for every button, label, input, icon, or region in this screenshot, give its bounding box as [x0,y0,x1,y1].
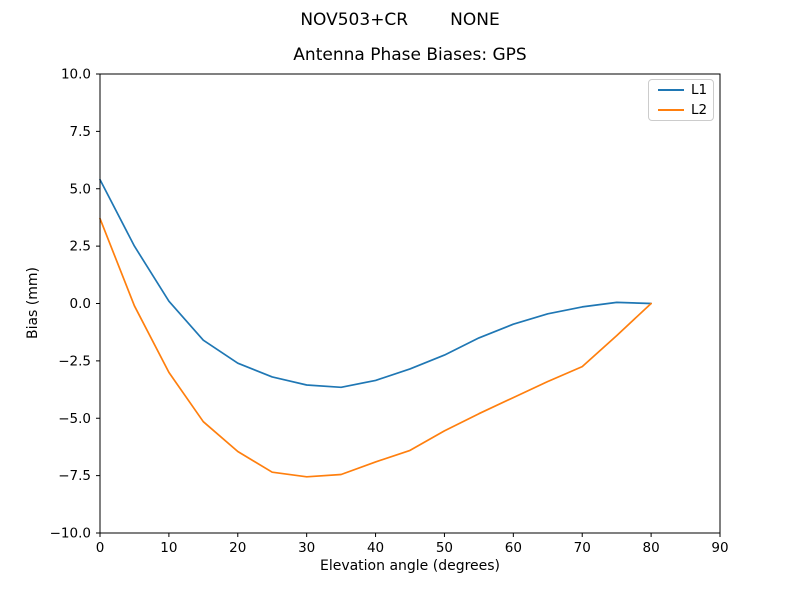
legend-label-l1: L1 [691,82,708,98]
axes-title: Antenna Phase Biases: GPS [293,45,527,65]
legend-item-l2: L2 [649,101,713,119]
svg-text:−2.5: −2.5 [58,353,91,369]
svg-text:70: 70 [574,540,591,556]
svg-text:2.5: 2.5 [70,239,91,255]
figure-title-radome: NONE [450,10,500,30]
legend: L1 L2 [648,79,714,121]
svg-text:0.0: 0.0 [70,296,91,312]
figure-title-model: NOV503+CR [300,10,409,30]
svg-text:80: 80 [643,540,660,556]
legend-label-l2: L2 [691,102,708,118]
figure-title: NOV503+CR NONE [0,11,800,30]
l2-line-swatch [658,109,684,111]
svg-text:20: 20 [229,540,246,556]
svg-text:−5.0: −5.0 [58,411,91,427]
legend-item-l1: L1 [649,81,713,99]
x-axis-label: Elevation angle (degrees) [319,558,501,574]
svg-text:−10.0: −10.0 [50,526,91,542]
svg-text:5.0: 5.0 [70,181,91,197]
svg-text:40: 40 [367,540,384,556]
l1-line-swatch [658,89,684,91]
svg-text:0: 0 [96,540,105,556]
svg-text:10.0: 10.0 [61,67,91,83]
svg-text:7.5: 7.5 [70,124,91,140]
svg-text:50: 50 [436,540,453,556]
svg-text:10: 10 [160,540,177,556]
svg-text:−7.5: −7.5 [58,468,91,484]
svg-text:30: 30 [298,540,315,556]
y-axis-label: Bias (mm) [25,266,41,340]
svg-text:60: 60 [505,540,522,556]
svg-text:90: 90 [711,540,728,556]
